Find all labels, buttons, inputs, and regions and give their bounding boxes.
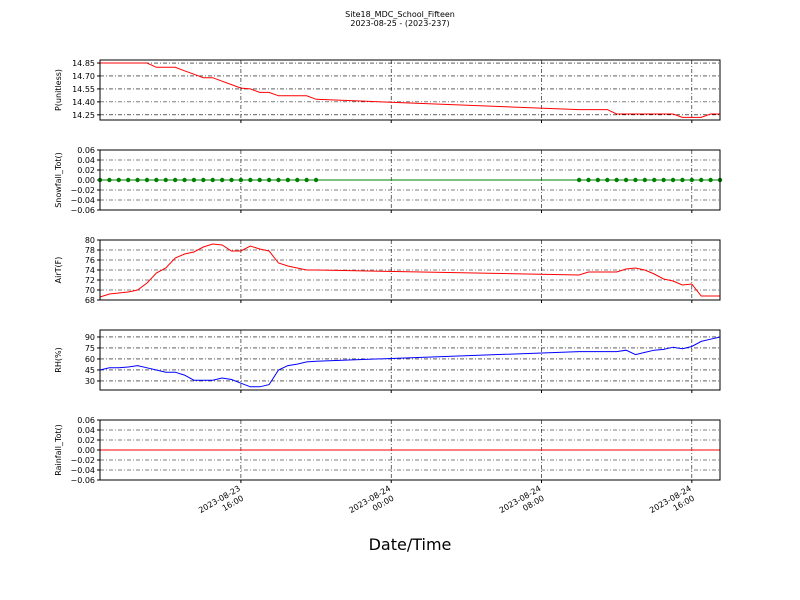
y-tick-label: 0.02 (77, 166, 95, 175)
y-tick-label: 90 (85, 333, 95, 342)
y-axis-label: Snowfall_Tot() (54, 152, 63, 208)
marker (257, 177, 262, 183)
marker (614, 177, 619, 183)
marker (248, 177, 253, 183)
y-tick-label: 14.70 (72, 72, 95, 81)
y-tick-label: 0.00 (77, 176, 95, 185)
y-tick-label: 14.85 (72, 59, 95, 68)
marker (605, 177, 610, 183)
marker (652, 177, 657, 183)
x-tick-label: 2023-08-2408:00 (498, 484, 548, 524)
plot-frame (99, 239, 721, 301)
marker (285, 177, 291, 183)
plot-frame (99, 419, 721, 481)
y-axis-label: Rainfall_Tot() (54, 424, 63, 476)
marker (154, 177, 159, 183)
x-axis-label: Date/Time (369, 535, 452, 554)
line (99, 243, 720, 298)
y-tick-label: 68 (85, 296, 95, 305)
y-tick-label: −0.06 (70, 206, 95, 215)
marker (708, 177, 713, 183)
marker (135, 177, 140, 183)
marker (238, 177, 244, 183)
y-tick-label: 45 (85, 366, 95, 375)
y-tick-label: −0.04 (70, 466, 95, 475)
marker (689, 177, 695, 183)
y-tick-label: 0.00 (77, 446, 95, 455)
series (100, 62, 720, 118)
marker (576, 177, 582, 183)
marker (116, 177, 121, 183)
y-tick-label: 60 (85, 355, 95, 364)
y-tick-label: 14.40 (72, 98, 95, 107)
y-tick-label: 80 (85, 236, 95, 245)
y-tick-label: 0.02 (77, 436, 95, 445)
marker (229, 177, 234, 183)
plot-frame (99, 149, 721, 211)
marker (313, 177, 319, 183)
y-tick-label: 14.25 (72, 111, 95, 120)
plot-frame (99, 59, 721, 121)
y-tick-label: −0.02 (70, 456, 95, 465)
marker (595, 177, 601, 183)
marker (304, 177, 309, 183)
series (97, 177, 723, 183)
y-tick-label: 74 (85, 266, 95, 275)
marker (670, 177, 676, 183)
x-tick-label: 2023-08-2400:00 (347, 484, 397, 524)
y-tick-label: 75 (85, 344, 95, 353)
marker (163, 177, 168, 183)
marker (210, 177, 215, 183)
y-tick-label: −0.04 (70, 196, 95, 205)
line (99, 336, 721, 388)
y-axis-label: P(unitless) (54, 69, 63, 111)
chart-subtitle: 2023-08-25 - (2023-237) (350, 19, 449, 28)
y-tick-label: −0.06 (70, 476, 95, 485)
marker (642, 177, 648, 183)
series (99, 243, 720, 298)
marker (191, 177, 197, 183)
marker (266, 177, 272, 183)
y-axis-label: RH(%) (54, 347, 63, 372)
y-tick-label: 0.04 (77, 156, 95, 165)
marker (633, 177, 638, 183)
y-tick-label: 70 (85, 286, 95, 295)
marker (219, 177, 225, 183)
marker (586, 177, 591, 183)
y-tick-label: 72 (85, 276, 95, 285)
x-tick-label: 2023-08-2316:00 (197, 484, 247, 524)
y-tick-label: 0.06 (77, 416, 95, 425)
plot-frame (99, 329, 721, 391)
y-tick-label: −0.02 (70, 186, 95, 195)
y-tick-label: 0.06 (77, 146, 95, 155)
y-tick-label: 14.55 (72, 85, 95, 94)
y-tick-label: 76 (85, 256, 95, 265)
marker (295, 177, 300, 183)
y-tick-label: 78 (85, 246, 95, 255)
marker (125, 177, 131, 183)
marker (182, 177, 187, 183)
marker (144, 177, 150, 183)
marker (623, 177, 629, 183)
marker (699, 177, 704, 183)
y-tick-label: 0.04 (77, 426, 95, 435)
x-tick-label: 2023-08-2416:00 (648, 484, 698, 524)
chart-title: Site18_MDC_School_Fifteen (345, 10, 455, 19)
marker (276, 177, 281, 183)
y-tick-label: 30 (85, 377, 95, 386)
marker (201, 177, 206, 183)
marker (172, 177, 178, 183)
marker (107, 177, 112, 183)
series (99, 336, 721, 388)
marker (661, 177, 666, 183)
marker (680, 177, 685, 183)
y-axis-label: AirT(F) (54, 257, 63, 284)
line (100, 62, 720, 118)
